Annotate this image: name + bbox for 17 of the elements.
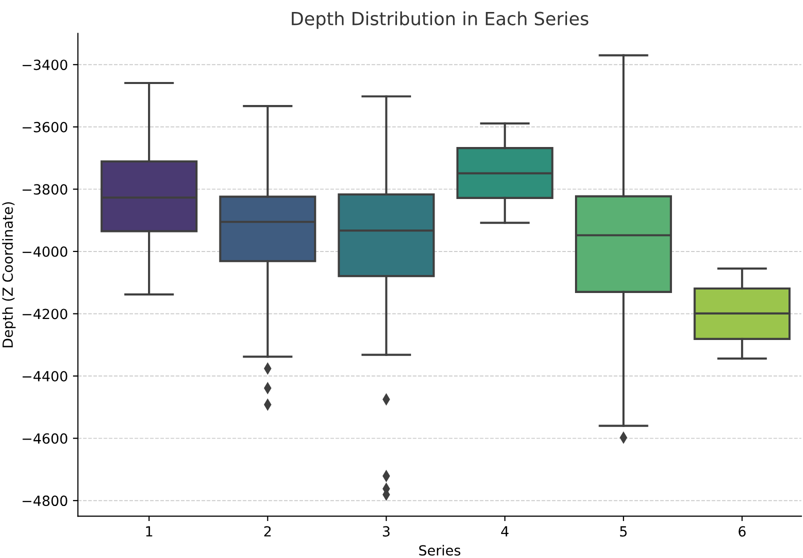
- y-tick-label: −3400: [22, 60, 68, 70]
- x-tick-label: 4: [501, 526, 509, 536]
- x-tick-label: 1: [146, 526, 152, 536]
- y-axis-title: Depth (Z Coordinate): [2, 202, 16, 348]
- y-tick-label: −4400: [22, 370, 68, 382]
- x-tick-label: 3: [382, 526, 390, 537]
- x-tick-label: 5: [620, 526, 627, 537]
- y-tick-label: −4600: [22, 433, 68, 444]
- y-tick-label: −4000: [22, 246, 68, 257]
- y-tick-label: −4800: [22, 496, 68, 506]
- x-axis-title: Series: [419, 544, 460, 556]
- y-tick-label: −3800: [22, 184, 68, 195]
- x-tick-label: 2: [264, 526, 271, 536]
- y-tick-label: −3600: [22, 122, 68, 132]
- x-tick-label: 6: [738, 526, 746, 537]
- y-tick-label: −4200: [22, 308, 68, 320]
- chart-title: Depth Distribution in Each Series: [292, 11, 588, 29]
